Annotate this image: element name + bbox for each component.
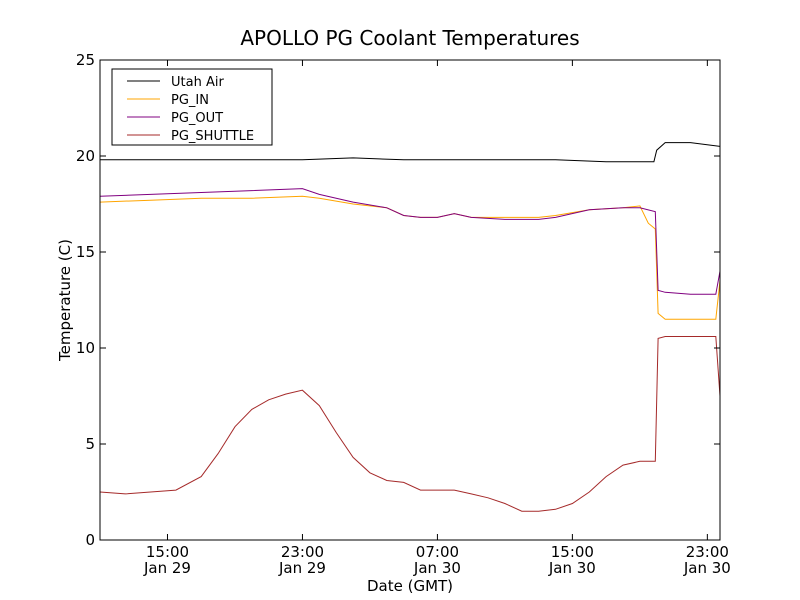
y-tick-label: 10	[76, 339, 95, 357]
x-tick-label-date: Jan 29	[143, 559, 191, 577]
plot-frame	[99, 59, 721, 541]
series-line-pg-shuttle	[99, 336, 721, 512]
x-tick-label-time: 23:00	[686, 543, 729, 561]
y-tick-label: 0	[85, 531, 95, 549]
series-line-pg-in	[99, 195, 721, 320]
x-tick-label-time: 07:00	[416, 543, 459, 561]
x-tick-label-date: Jan 30	[548, 559, 596, 577]
x-tick-label-date: Jan 30	[413, 559, 461, 577]
series-line-utah-air	[100, 142, 721, 163]
x-tick-label-time: 23:00	[281, 543, 324, 561]
legend: Utah Air PG_IN PG_OUT PG_SHUTTLE	[111, 68, 273, 146]
legend-box	[111, 68, 273, 146]
x-tick-label-time: 15:00	[551, 543, 594, 561]
legend-label: PG_OUT	[171, 111, 223, 126]
y-tick-label: 20	[76, 147, 95, 165]
legend-label: PG_SHUTTLE	[171, 129, 254, 144]
x-tick-label-time: 15:00	[146, 543, 189, 561]
y-tick-label: 15	[76, 243, 95, 261]
x-tick-label-date: Jan 29	[278, 559, 326, 577]
y-tick-label: 25	[76, 51, 95, 69]
y-tick-label: 5	[85, 435, 95, 453]
x-axis-label: Date (GMT)	[367, 577, 453, 595]
legend-label: PG_IN	[171, 93, 209, 108]
legend-label: Utah Air	[171, 75, 224, 90]
chart-title: APOLLO PG Coolant Temperatures	[240, 26, 579, 50]
y-axis-label: Temperature (C)	[56, 239, 74, 362]
x-tick-label-date: Jan 30	[683, 559, 731, 577]
series-line-pg-out	[99, 188, 721, 295]
